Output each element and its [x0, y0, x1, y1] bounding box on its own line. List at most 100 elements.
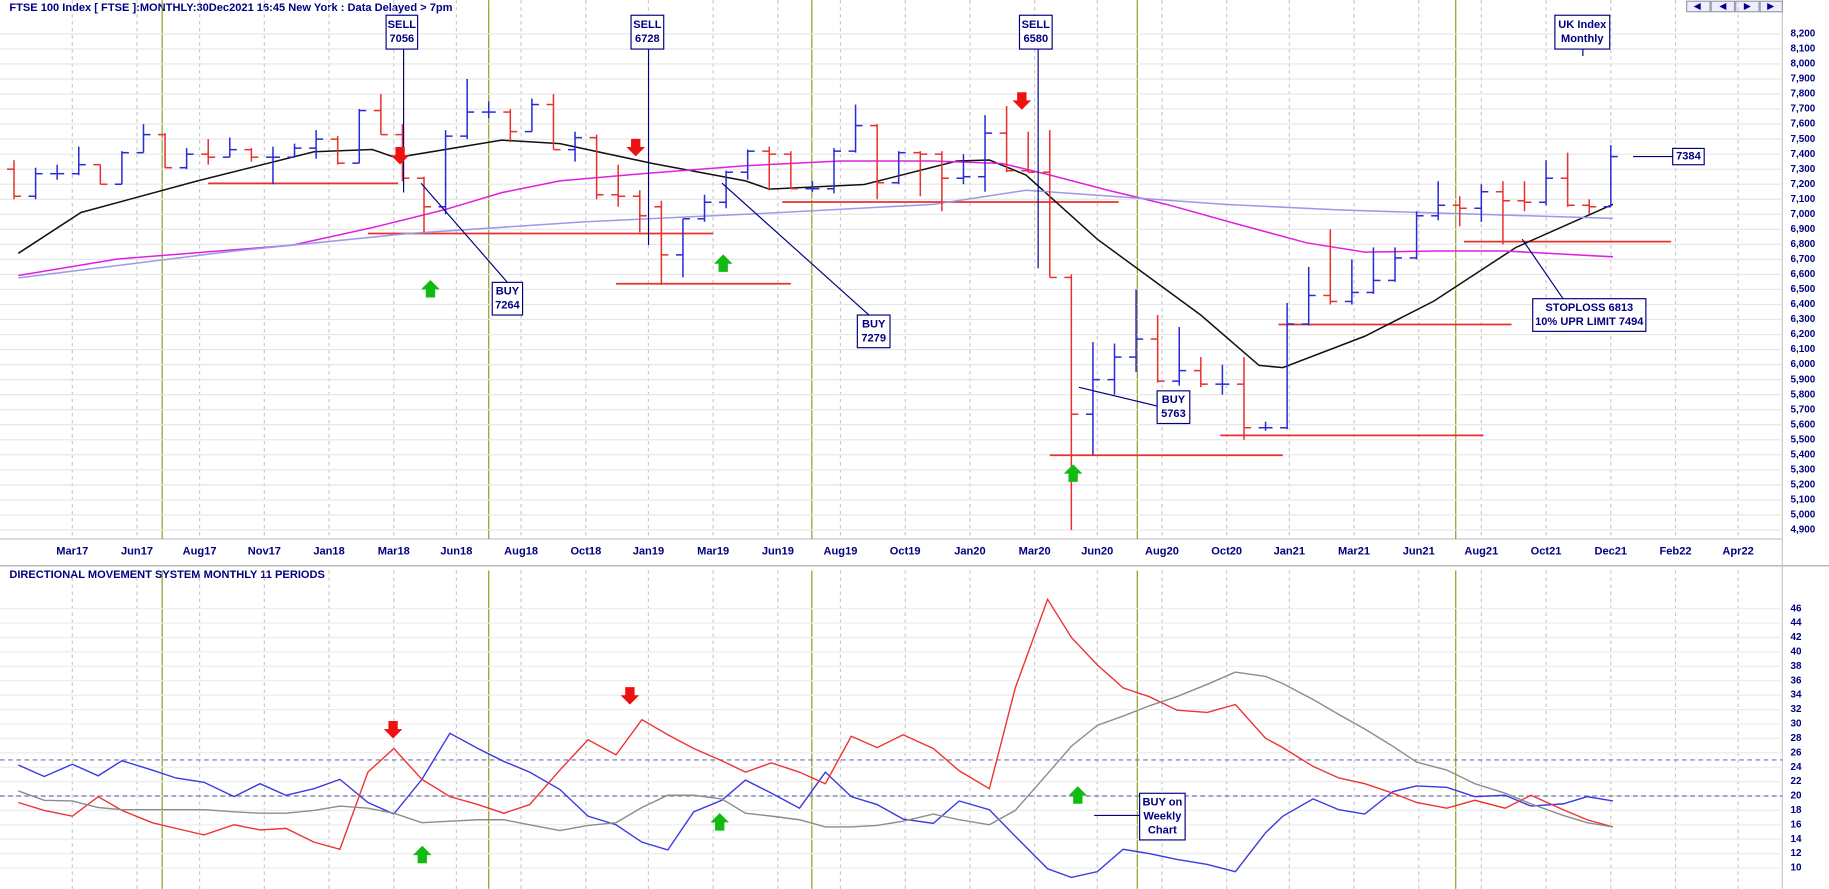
y-tick-label: 10: [1791, 863, 1803, 874]
ohlc-bar: [93, 163, 108, 185]
dmi-line: [18, 671, 1614, 832]
ohlc-bar: [1603, 145, 1618, 208]
ohlc-bar: [7, 160, 22, 200]
y-tick-label: 4,900: [1791, 525, 1816, 536]
ohlc-bar: [460, 78, 475, 140]
x-tick-label: Oct21: [1531, 546, 1562, 558]
ohlc-bar: [675, 218, 690, 278]
ohlc-bar: [1344, 259, 1359, 305]
y-tick-label: 5,900: [1791, 374, 1816, 385]
y-tick-label: 6,000: [1791, 359, 1816, 370]
y-tick-label: 7,500: [1791, 134, 1816, 145]
ohlc-bar: [611, 164, 626, 207]
x-tick-label: Aug21: [1464, 546, 1498, 558]
dmi-line: [18, 732, 1614, 879]
ohlc-bar: [1085, 342, 1100, 455]
ohlc-bar: [1560, 152, 1575, 207]
annotation-text: UK Index: [1558, 19, 1607, 31]
y-tick-label: 46: [1791, 603, 1803, 614]
last-price-box: [1672, 147, 1705, 166]
y-tick-label: 7,100: [1791, 194, 1816, 205]
annotation: SELL 6728: [630, 14, 665, 246]
x-tick-label: Aug19: [824, 546, 858, 558]
x-tick-label: Mar19: [697, 546, 729, 558]
x-tick-label: Mar21: [1338, 546, 1370, 558]
sell-arrow: [1012, 92, 1032, 110]
x-tick-label: Oct20: [1211, 546, 1242, 558]
annotation-box: [1554, 14, 1611, 50]
dmi-line: [18, 597, 1614, 851]
y-tick-label: 7,300: [1791, 164, 1816, 175]
annotation-text: 6728: [635, 33, 660, 45]
x-tick-label: Feb22: [1660, 546, 1692, 558]
ohlc-bar: [1021, 131, 1036, 173]
y-tick-label: 6,700: [1791, 254, 1816, 265]
annotation-text: Chart: [1148, 825, 1177, 837]
ohlc-bar: [373, 94, 388, 136]
ohlc-bar: [1172, 327, 1187, 386]
ohlc-bar: [719, 170, 734, 209]
last-price-label: 7384: [1676, 150, 1701, 162]
ohlc-bar: [158, 133, 173, 169]
x-tick-label: Jun21: [1403, 546, 1435, 558]
ohlc-bar: [265, 146, 280, 185]
x-tick-label: Jun19: [762, 546, 794, 558]
annotation-box: [1156, 390, 1191, 425]
y-tick-label: 38: [1791, 661, 1803, 672]
annotation-leader: [420, 182, 508, 283]
ohlc-bar: [287, 143, 302, 158]
x-tick-label: Jan19: [633, 546, 664, 558]
y-tick-label: 42: [1791, 632, 1803, 643]
ohlc-bar: [762, 146, 777, 191]
sell-arrow: [390, 147, 410, 165]
ohlc-bar: [1366, 247, 1381, 294]
nav-buttons: [1686, 0, 1783, 13]
x-tick-label: Jan18: [313, 546, 344, 558]
annotation-text: Weekly: [1143, 811, 1182, 823]
ohlc-bar: [934, 151, 949, 212]
ohlc-bar: [179, 148, 194, 170]
x-tick-label: Mar17: [56, 546, 88, 558]
moving-average: [18, 189, 1613, 279]
y-tick-label: 16: [1791, 819, 1803, 830]
ohlc-bar: [1539, 160, 1554, 206]
annotation-text: SELL: [633, 19, 662, 31]
annotation-text: 10% UPR LIMIT 7494: [1535, 316, 1644, 328]
ohlc-bar: [1215, 364, 1230, 395]
annotation: SELL 6580: [1018, 14, 1053, 269]
y-tick-label: 5,400: [1791, 449, 1816, 460]
annotation: SELL 7056: [385, 14, 419, 193]
x-tick-label: Aug20: [1145, 546, 1179, 558]
annotation-text: BUY: [1162, 394, 1186, 406]
annotation-text: Monthly: [1561, 33, 1604, 45]
buy-arrow: [412, 845, 432, 864]
annotation-box: [491, 281, 524, 316]
x-tick-label: Mar18: [378, 546, 410, 558]
ohlc-bar: [481, 101, 496, 119]
y-tick-label: 5,100: [1791, 495, 1816, 506]
ohlc-bar: [913, 151, 928, 197]
y-tick-label: 7,000: [1791, 209, 1816, 220]
annotation: STOPLOSS 6813 10% UPR LIMIT 7494: [1521, 238, 1647, 332]
ohlc-bar: [28, 167, 43, 200]
ohlc-bar: [1107, 343, 1122, 395]
ohlc-bar: [1193, 357, 1208, 388]
ohlc-bar: [503, 109, 518, 143]
y-tick-label: 32: [1791, 704, 1803, 715]
annotation-box: [856, 314, 891, 349]
annotation: BUY on Weekly Chart: [1094, 792, 1186, 841]
ohlc-bar: [783, 151, 798, 190]
nav-forward-icon: [1743, 2, 1751, 10]
ohlc-bar: [1452, 196, 1467, 227]
ohlc-bar: [1474, 184, 1489, 222]
annotation-box: [1139, 792, 1186, 841]
ohlc-bar: [546, 94, 561, 151]
y-tick-label: 5,800: [1791, 389, 1816, 400]
chart-title: FTSE 100 Index [ FTSE ]:MONTHLY:30Dec202…: [9, 2, 452, 14]
nav-last-icon: [1767, 2, 1775, 10]
annotation-leader: [721, 182, 870, 316]
ohlc-bar: [524, 98, 539, 133]
ohlc-bar: [330, 136, 345, 165]
y-tick-label: 24: [1791, 762, 1803, 773]
